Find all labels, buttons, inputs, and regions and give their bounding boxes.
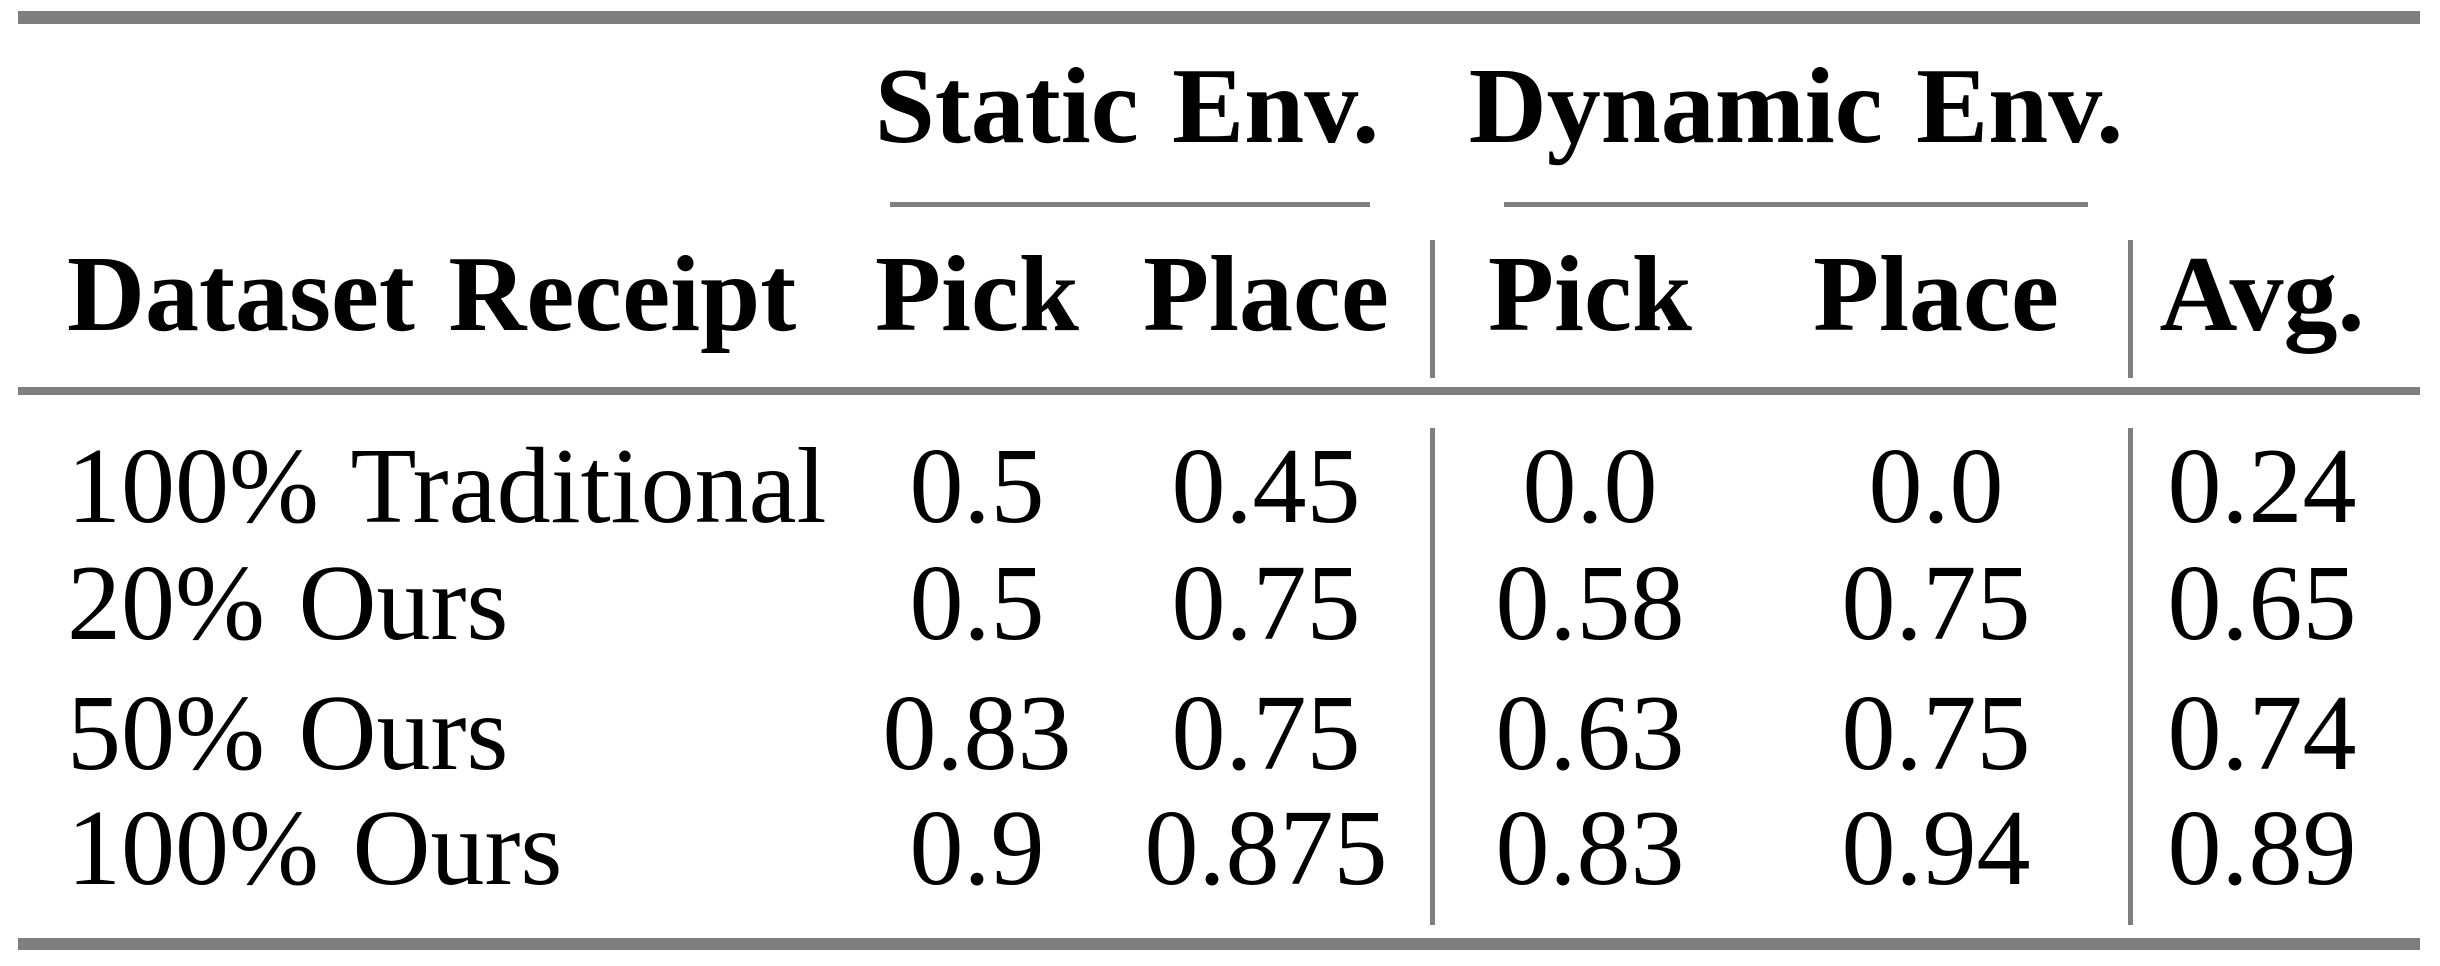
cell-static-pick: 0.9	[909, 789, 1045, 908]
cell-static-place: 0.45	[1171, 427, 1361, 546]
header-midrule	[18, 387, 2420, 395]
column-header-dynamic-pick: Pick	[1488, 235, 1692, 354]
cell-avg: 0.65	[2167, 544, 2357, 663]
cell-static-pick: 0.83	[882, 674, 1072, 793]
column-header-static-place: Place	[1143, 235, 1389, 354]
avg-divider-body	[2128, 428, 2133, 925]
cell-dynamic-place: 0.75	[1841, 674, 2031, 793]
column-header-static-pick: Pick	[875, 235, 1079, 354]
cell-dynamic-pick: 0.83	[1495, 789, 1685, 908]
column-header-dynamic-place: Place	[1813, 235, 2059, 354]
cell-avg: 0.74	[2167, 674, 2357, 793]
cell-dynamic-place: 0.0	[1868, 427, 2004, 546]
cell-dynamic-place: 0.75	[1841, 544, 2031, 663]
cell-static-place: 0.75	[1171, 544, 1361, 663]
cell-static-place: 0.75	[1171, 674, 1361, 793]
row-label: 100% Traditional	[67, 427, 827, 546]
top-rule	[18, 11, 2420, 24]
cell-static-pick: 0.5	[909, 427, 1045, 546]
cell-static-place: 0.875	[1144, 789, 1388, 908]
table-row: 100% Ours 0.9 0.875 0.83 0.94 0.89	[0, 795, 2440, 903]
row-label: 100% Ours	[67, 789, 563, 908]
row-label: 50% Ours	[67, 674, 509, 793]
static-dynamic-divider-body	[1430, 428, 1435, 925]
cell-dynamic-place: 0.94	[1841, 789, 2031, 908]
static-env-cmidrule	[890, 202, 1370, 207]
column-header-avg: Avg.	[2159, 235, 2365, 354]
table-row: 20% Ours 0.5 0.75 0.58 0.75 0.65	[0, 550, 2440, 658]
cell-avg: 0.89	[2167, 789, 2357, 908]
cell-dynamic-pick: 0.0	[1522, 427, 1658, 546]
table-row: 100% Traditional 0.5 0.45 0.0 0.0 0.24	[0, 433, 2440, 541]
cell-static-pick: 0.5	[909, 544, 1045, 663]
column-header-dataset-receipt: Dataset Receipt	[67, 235, 797, 354]
avg-divider-header	[2128, 240, 2133, 378]
row-label: 20% Ours	[67, 544, 509, 663]
group-header-static-env: Static Env.	[874, 47, 1380, 166]
bottom-rule	[18, 938, 2420, 950]
dynamic-env-cmidrule	[1504, 202, 2088, 207]
group-header-dynamic-env: Dynamic Env.	[1468, 47, 2124, 166]
cell-avg: 0.24	[2167, 427, 2357, 546]
cell-dynamic-pick: 0.63	[1495, 674, 1685, 793]
table-row: 50% Ours 0.83 0.75 0.63 0.75 0.74	[0, 680, 2440, 788]
static-dynamic-divider-header	[1430, 240, 1435, 378]
cell-dynamic-pick: 0.58	[1495, 544, 1685, 663]
